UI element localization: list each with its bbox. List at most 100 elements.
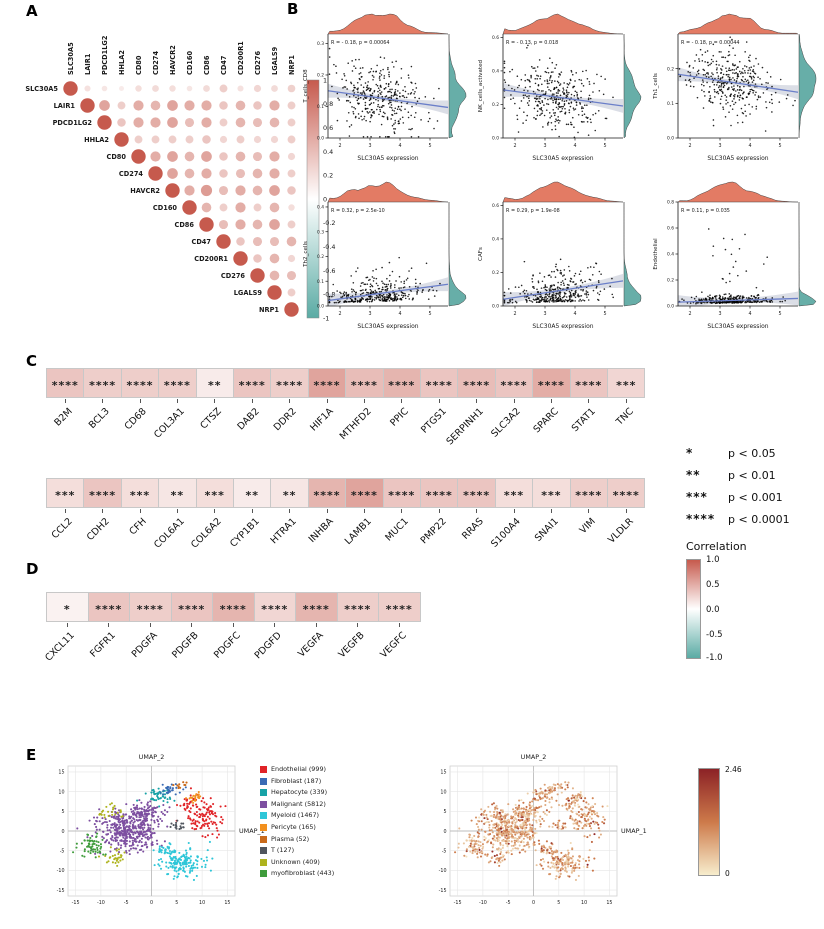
svg-text:0.0: 0.0: [667, 136, 674, 142]
sig-symbol: ***: [686, 490, 708, 504]
legend-label: myofibroblast (443): [271, 869, 335, 878]
legend-label: Endothelial (999): [271, 765, 327, 773]
svg-text:2: 2: [338, 311, 341, 317]
axis-tick: [401, 399, 403, 403]
umap-points-expression: [454, 781, 609, 881]
svg-text:CD86: CD86: [203, 55, 211, 75]
svg-text:15: 15: [224, 900, 230, 906]
heatmap-cell-PTGS1: ****: [420, 368, 459, 398]
svg-text:5: 5: [603, 311, 606, 317]
panel-b-label: B: [287, 0, 299, 18]
svg-text:0: 0: [532, 900, 535, 906]
heatmap-cell-SPARC: ****: [532, 368, 571, 398]
axis-tick: [289, 509, 291, 513]
svg-text:CD274: CD274: [119, 170, 143, 178]
svg-text:-0.2: -0.2: [323, 219, 335, 227]
svg-text:0.1: 0.1: [667, 101, 674, 107]
y-density: [448, 202, 467, 307]
corr-matrix-labels: SLC30A5 SLC30A5 LAIR1 LAIR1 PDCD1LG2 PDCD1LG2…: [25, 35, 295, 314]
scatter-points: [678, 228, 786, 305]
axis-tick: [476, 399, 478, 403]
legend-swatch: [260, 847, 267, 855]
svg-text:-1: -1: [323, 314, 329, 322]
sig-row: ** p < 0.01: [686, 464, 818, 486]
svg-text:0.0: 0.0: [317, 136, 324, 142]
regression-line: [502, 280, 624, 300]
axis-tick: [326, 509, 328, 513]
umap-tick-labels: -15 -15 -10 -10 -5 -5 0 0 5 5 10 10 15 15: [439, 770, 613, 906]
svg-text:CD47: CD47: [220, 55, 228, 75]
heatmap-cell-CFH: ***: [120, 478, 160, 508]
heatmap-cell-VLDLR: ****: [607, 478, 646, 508]
heatmap-cell-INHBA: ****: [307, 478, 347, 508]
x-axis-label: SLC30A5 expression: [357, 155, 418, 162]
heatmap-cell-PMP22: ****: [420, 478, 459, 508]
heatmap-cell-LAMB1: ****: [345, 478, 384, 508]
svg-text:LAIR1: LAIR1: [84, 53, 92, 75]
svg-text:-5: -5: [442, 848, 447, 854]
axis-tick: [176, 399, 178, 403]
svg-text:HAVCR2: HAVCR2: [130, 187, 160, 195]
svg-text:PDCD1LG2: PDCD1LG2: [101, 35, 109, 75]
axis-tick: [588, 399, 590, 403]
svg-text:CD274: CD274: [152, 51, 160, 75]
axis-tick: [401, 509, 403, 513]
svg-text:4: 4: [573, 143, 576, 149]
svg-text:0.3: 0.3: [317, 229, 324, 235]
umap-legend-item: Pericyte (165): [260, 822, 334, 831]
svg-text:-5: -5: [124, 900, 129, 906]
heatmap-cell-CTSZ: **: [195, 368, 234, 398]
sig-row: *** p < 0.001: [686, 486, 818, 508]
axis-tick: [274, 623, 276, 627]
axis-tick: [513, 399, 515, 403]
axis-ticks: 2 3 4 5 0.0 0.2 0.4 0.6: [492, 203, 607, 317]
umap-legend-item: Plasma (52): [260, 835, 334, 843]
heatmap-cell-DAB2: ****: [233, 368, 272, 398]
svg-text:-15: -15: [57, 888, 65, 894]
svg-text:3: 3: [368, 311, 371, 317]
svg-text:5: 5: [428, 143, 431, 149]
svg-text:3: 3: [543, 143, 546, 149]
scatter-plot-Th2_cells: 2 3 4 5 0.0 0.1 0.2 0.3 0.4 R = 0.32, p = 2.5e-10…: [303, 181, 467, 330]
axis-tick: [251, 399, 253, 403]
scatter-points: [328, 47, 440, 138]
svg-text:-15: -15: [439, 888, 447, 894]
heatmap-cell-CD68: ****: [120, 368, 160, 398]
sig-symbol: ****: [686, 512, 716, 526]
svg-text:-15: -15: [454, 900, 462, 906]
heatmap-cell-SLC3A2: ****: [494, 368, 534, 398]
axis-tick: [102, 399, 104, 403]
umap-title: UMAP_2: [139, 753, 165, 761]
axis-tick: [326, 399, 328, 403]
y-axis-label: Th1_cells: [653, 73, 659, 100]
svg-text:CD160: CD160: [186, 51, 194, 75]
svg-text:SLC30A5: SLC30A5: [25, 85, 58, 93]
svg-text:0.4: 0.4: [667, 252, 674, 258]
legend-label: Pericyte (165): [271, 822, 316, 831]
svg-text:0.6: 0.6: [492, 203, 499, 209]
umap-legend-item: Unknown (409): [260, 858, 334, 866]
axis-tick: [625, 509, 627, 513]
correlation-annotation: R = - 0.18, p = 0.00044: [681, 40, 739, 46]
sig-row: * p < 0.05: [686, 442, 818, 464]
correlation-legend-title: Correlation: [686, 540, 747, 553]
axis-tick: [191, 623, 193, 627]
axis-tick: [625, 399, 627, 403]
svg-text:LAIR1: LAIR1: [54, 102, 76, 110]
svg-text:0: 0: [150, 900, 153, 906]
heatmap-cell-BCL3: ****: [83, 368, 122, 398]
scatter-points: [678, 36, 796, 132]
svg-text:2: 2: [338, 143, 341, 149]
axis-tick: [108, 623, 110, 627]
scatter-points: [328, 256, 441, 304]
scatter-plot-CAFs: 2 3 4 5 0.0 0.2 0.4 0.6 R = 0.29, p = 1.9e-08 CAF…: [478, 181, 642, 330]
umap-legend-item: T (127): [260, 847, 334, 855]
umap-cluster-plot: -15 -15 -10 -10 -5 -5 0 0 5 5 10 10 15 15 UMAP_2 UMAP_1: [57, 753, 265, 906]
axis-ticks: 2 3 4 5 0.0 0.2 0.4 0.6 0.8: [667, 200, 782, 317]
svg-text:SLC30A5: SLC30A5: [67, 42, 75, 75]
corr-colorbar: [306, 79, 320, 319]
svg-text:0.2: 0.2: [667, 66, 674, 72]
heatmap-cell-PDGFB: ****: [170, 592, 213, 622]
svg-text:3: 3: [718, 311, 721, 317]
axis-tick: [513, 509, 515, 513]
